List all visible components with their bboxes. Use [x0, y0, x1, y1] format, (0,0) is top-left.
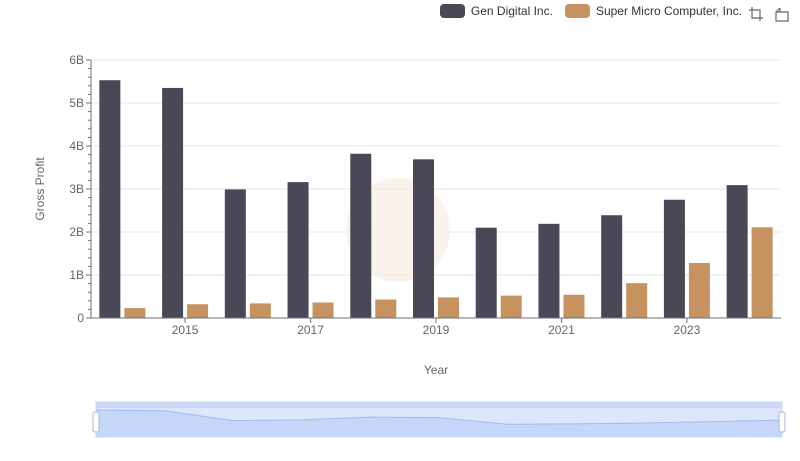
bar-gen-digital-2019[interactable]: [413, 159, 434, 318]
bar-super-micro-2018[interactable]: [375, 299, 397, 318]
y-axis-label: Gross Profit: [33, 157, 47, 221]
bar-super-micro-2017[interactable]: [312, 302, 334, 318]
bar-gen-digital-2014[interactable]: [99, 80, 121, 319]
bar-super-micro-2014[interactable]: [124, 308, 146, 318]
x-tick-label: 2023: [674, 323, 701, 337]
chart-toolbar: [748, 6, 790, 22]
y-tick-label: 3B: [69, 182, 84, 196]
bar-gen-digital-2023[interactable]: [663, 199, 685, 318]
y-tick-label: 5B: [69, 96, 84, 110]
chart-legend: Gen Digital Inc. Super Micro Computer, I…: [439, 4, 742, 18]
datazoom-line: [95, 409, 783, 425]
bar-gen-digital-2018[interactable]: [350, 153, 372, 318]
y-tick-label: 2B: [69, 225, 84, 239]
x-axis-label: Year: [424, 363, 448, 377]
bar-gen-digital-2021[interactable]: [538, 223, 560, 318]
bar-gen-digital-2024[interactable]: [726, 185, 748, 318]
legend-item-super-micro[interactable]: Super Micro Computer, Inc.: [564, 4, 742, 18]
x-tick-label: 2021: [548, 323, 575, 337]
bar-super-micro-2021[interactable]: [563, 294, 585, 318]
datazoom-left-handle[interactable]: [92, 411, 100, 433]
legend-swatch-gen-digital: [439, 4, 465, 18]
bar-gen-digital-2022[interactable]: [601, 215, 623, 318]
datazoom-area: [96, 410, 782, 437]
y-tick-label: 0: [77, 311, 84, 325]
bar-super-micro-2019[interactable]: [438, 297, 459, 318]
x-tick-label: 2019: [423, 323, 450, 337]
datazoom-selection[interactable]: [96, 402, 782, 437]
legend-label-super-micro: Super Micro Computer, Inc.: [595, 4, 742, 18]
restore-icon[interactable]: [774, 6, 790, 22]
legend-swatch-super-micro: [564, 4, 590, 18]
legend-label-gen-digital: Gen Digital Inc.: [470, 4, 553, 18]
bar-gen-digital-2017[interactable]: [287, 182, 309, 318]
datazoom-move-handle[interactable]: [96, 402, 782, 408]
bar-gen-digital-2016[interactable]: [224, 189, 246, 318]
zoom-icon[interactable]: [748, 6, 764, 22]
bar-super-micro-2022[interactable]: [626, 283, 648, 318]
datazoom-slider[interactable]: [92, 401, 786, 438]
y-tick-label: 6B: [69, 53, 84, 67]
x-tick-label: 2015: [172, 323, 199, 337]
bar-super-micro-2024[interactable]: [751, 227, 773, 318]
datazoom-right-handle[interactable]: [778, 411, 786, 433]
y-tick-label: 4B: [69, 139, 84, 153]
bar-super-micro-2020[interactable]: [500, 295, 522, 318]
bar-gen-digital-2015[interactable]: [162, 87, 184, 318]
bar-super-micro-2016[interactable]: [249, 303, 271, 318]
y-tick-label: 1B: [69, 268, 84, 282]
bar-super-micro-2023[interactable]: [688, 262, 710, 318]
x-tick-label: 2017: [297, 323, 324, 337]
bar-gen-digital-2020[interactable]: [475, 227, 497, 318]
legend-item-gen-digital[interactable]: Gen Digital Inc.: [439, 4, 553, 18]
bar-super-micro-2015[interactable]: [187, 304, 209, 318]
